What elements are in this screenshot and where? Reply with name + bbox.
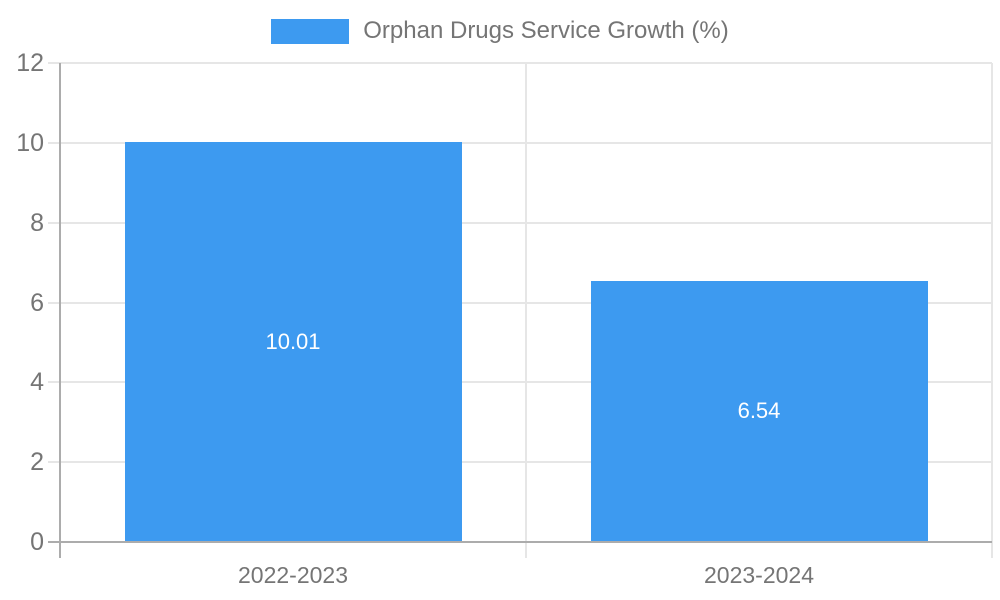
- y-tick-label: 12: [16, 49, 44, 77]
- bar-value-label: 6.54: [737, 398, 781, 424]
- y-tick-label: 4: [30, 368, 44, 397]
- x-axis-baseline: [48, 541, 992, 543]
- y-tick-label: 2: [30, 448, 44, 477]
- y-axis-line: [59, 63, 61, 558]
- v-gridline: [991, 63, 993, 558]
- legend-swatch: [271, 18, 350, 44]
- legend-label: Orphan Drugs Service Growth (%): [363, 17, 729, 44]
- v-gridline: [525, 63, 527, 558]
- y-tick-label: 0: [30, 528, 44, 556]
- bar-value-label: 10.01: [265, 329, 321, 355]
- h-gridline: [48, 381, 992, 384]
- h-gridline: [48, 221, 992, 224]
- x-tick-label: 2022-2023: [238, 562, 348, 588]
- y-tick-label: 10: [16, 128, 44, 157]
- h-gridline: [48, 62, 992, 64]
- h-gridline: [48, 141, 992, 144]
- y-tick-label: 6: [30, 288, 44, 317]
- h-gridline: [48, 461, 992, 464]
- x-tick-label: 2023-2024: [704, 562, 814, 588]
- bar[interactable]: [124, 142, 462, 542]
- h-gridline: [48, 301, 992, 304]
- y-tick-label: 8: [30, 208, 44, 237]
- bar[interactable]: [590, 280, 928, 542]
- legend[interactable]: Orphan Drugs Service Growth (%): [0, 16, 1000, 46]
